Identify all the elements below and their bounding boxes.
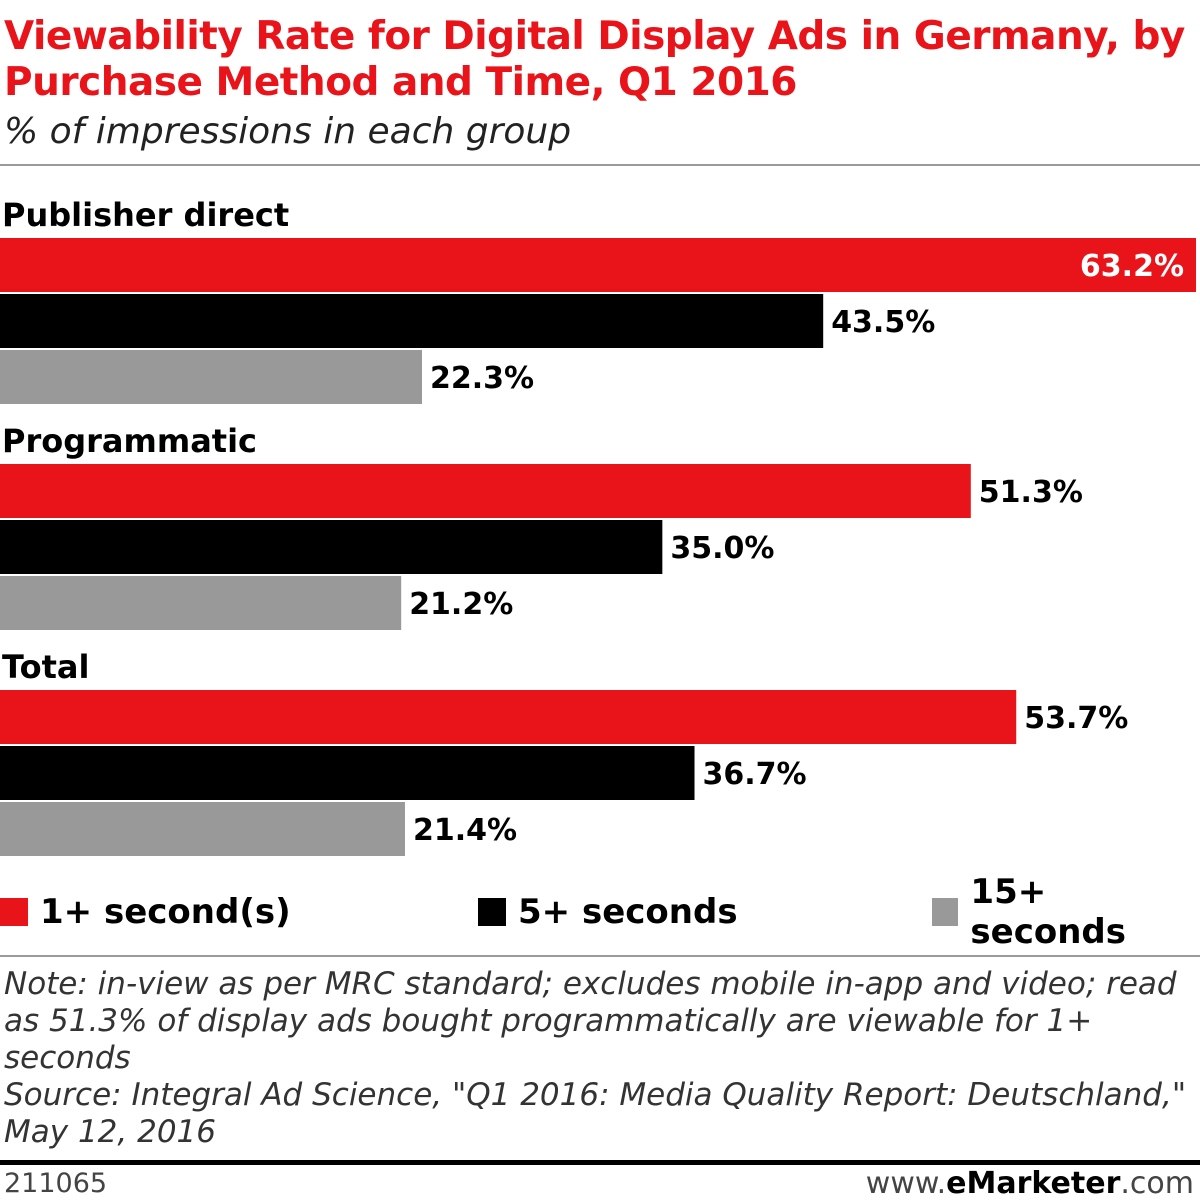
footer-rule [0, 1160, 1200, 1165]
data-label-programmatic-1-second-s: 51.3% [979, 475, 1083, 510]
bar-total-5-seconds [0, 746, 695, 800]
bar-chart: Publisher direct 63.2% 43.5% 22.3% Programma… [0, 196, 1196, 856]
legend-swatch-black [478, 898, 506, 926]
data-label-publisher-direct-5-seconds: 43.5% [831, 305, 935, 340]
brand-name: eMarketer [946, 1166, 1121, 1201]
bar-publisher-direct-1-second-s [0, 238, 1196, 292]
data-label-programmatic-15-seconds: 21.2% [409, 587, 513, 622]
bar-programmatic-15-seconds [0, 576, 402, 630]
data-label-programmatic-5-seconds: 35.0% [670, 531, 774, 566]
bar-publisher-direct-5-seconds [0, 294, 824, 348]
data-label-publisher-direct-1-second-s: 63.2% [1080, 249, 1184, 284]
chart-source: Source: Integral Ad Science, "Q1 2016: M… [4, 1077, 1187, 1150]
notes-block: Note: in-view as per MRC standard; exclu… [4, 966, 1194, 1151]
chart-title: Viewability Rate for Digital Display Ads… [4, 14, 1185, 105]
bottom-divider [0, 955, 1200, 957]
category-label-total: Total [2, 648, 89, 686]
brand-link[interactable]: www.eMarketer.com [866, 1166, 1194, 1201]
chart-subtitle: % of impressions in each group [4, 111, 572, 152]
brand-suffix: .com [1120, 1166, 1194, 1201]
bar-programmatic-5-seconds [0, 520, 663, 574]
legend-item-1s: 1+ second(s) [0, 890, 291, 934]
bar-total-15-seconds [0, 802, 405, 856]
category-label-publisher-direct: Publisher direct [2, 196, 289, 234]
legend-swatch-gray [932, 898, 959, 926]
legend-label-1s: 1+ second(s) [40, 892, 291, 932]
brand-prefix: www. [865, 1166, 947, 1201]
bar-publisher-direct-15-seconds [0, 350, 423, 404]
legend-item-5s: 5+ seconds [478, 890, 738, 934]
data-label-total-5-seconds: 36.7% [703, 757, 807, 792]
chart-id: 211065 [4, 1168, 108, 1199]
data-label-publisher-direct-15-seconds: 22.3% [430, 361, 534, 396]
legend-item-15s: 15+ seconds [932, 872, 1200, 952]
legend-label-15s: 15+ seconds [970, 872, 1127, 952]
bar-total-1-second-s [0, 690, 1017, 744]
legend-swatch-red [0, 898, 28, 926]
top-divider [0, 164, 1200, 166]
legend-label-5s: 5+ seconds [518, 892, 738, 932]
data-label-total-15-seconds: 21.4% [413, 813, 517, 848]
bar-programmatic-1-second-s [0, 464, 971, 518]
chart-note: Note: in-view as per MRC standard; exclu… [4, 966, 1177, 1076]
data-label-total-1-second-s: 53.7% [1024, 701, 1128, 736]
category-label-programmatic: Programmatic [2, 422, 257, 460]
